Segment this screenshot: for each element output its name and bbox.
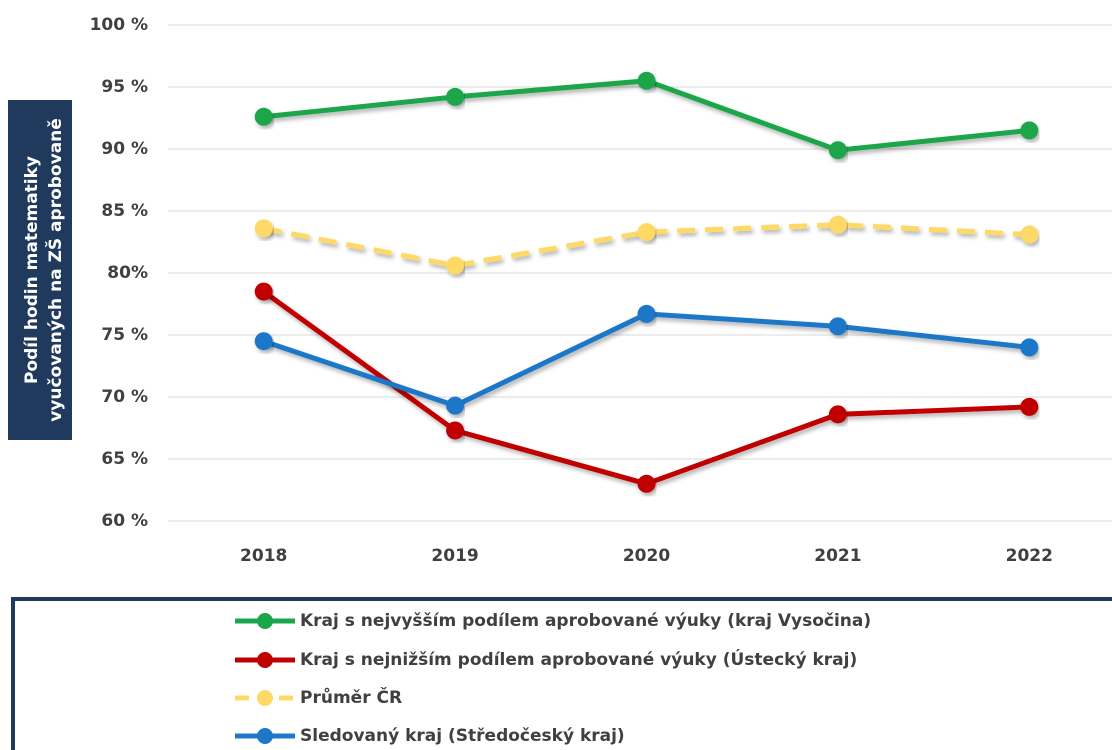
x-tick-label: 2021 [814,546,861,566]
data-point [254,282,273,301]
x-tick-label: 2018 [240,546,287,566]
legend-marker [257,728,273,744]
x-tick-label: 2022 [1006,546,1053,566]
data-point [1020,397,1039,416]
series-line [263,222,1030,269]
data-point [637,474,656,493]
legend-marker [257,652,273,668]
y-tick-label: 60 % [101,511,148,531]
x-tick-label: 2019 [431,546,478,566]
data-point [446,421,465,440]
legend-marker [257,613,273,629]
y-tick-label: 65 % [101,449,148,469]
y-tick-label: 75 % [101,325,148,345]
data-point [828,141,847,160]
data-point [637,304,656,323]
data-point [828,215,847,234]
y-label: vyučovaných na ZŠ aprobovaně [44,118,66,422]
y-tick-label: 90 % [101,139,148,159]
y-tick-label: 80% [107,263,148,283]
y-tick-label: 85 % [101,201,148,221]
data-point [637,223,656,242]
data-point [1020,338,1039,357]
data-point [254,107,273,126]
data-point [446,396,465,415]
series-line [263,78,1030,153]
legend-marker [257,690,273,706]
y-tick-label: 95 % [101,77,148,97]
y-tick-label: 100 % [90,15,148,35]
data-point [1020,121,1039,140]
data-point [828,405,847,424]
data-point [637,71,656,90]
x-tick-label: 2020 [623,546,670,566]
y-label: Podíl hodin matematiky [22,156,42,384]
legend-label: Sledovaný kraj (Středočeský kraj) [300,726,625,746]
legend-box [11,597,1112,750]
data-point [254,332,273,351]
data-point [446,87,465,106]
legend-label: Kraj s nejvyšším podílem aprobované výuk… [300,611,871,631]
legend-label: Kraj s nejnižším podílem aprobované výuk… [300,648,857,670]
legend-label: Průměr ČR [300,686,402,708]
data-point [1020,225,1039,244]
y-label-box [8,100,72,440]
data-point [254,219,273,238]
data-point [446,256,465,275]
series-line [262,311,1030,409]
y-tick-label: 70 % [101,387,148,407]
data-point [828,317,847,336]
